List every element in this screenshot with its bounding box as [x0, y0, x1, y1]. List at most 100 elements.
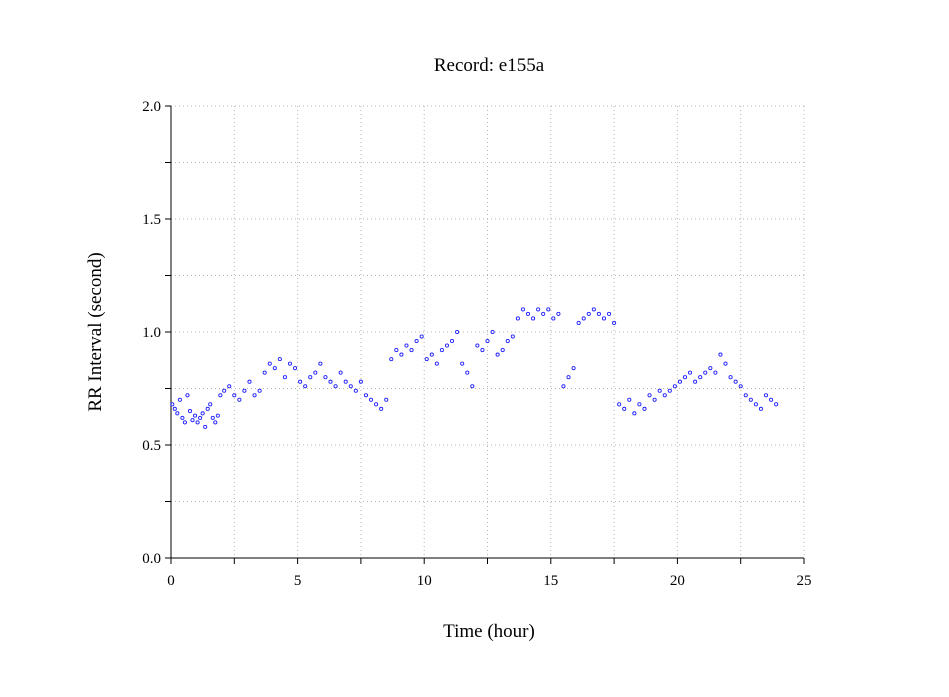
data-point	[389, 357, 394, 362]
data-point	[500, 348, 505, 353]
data-point	[758, 406, 764, 411]
data-point	[190, 418, 195, 423]
data-point	[774, 402, 779, 407]
data-point	[313, 370, 318, 375]
data-point	[450, 338, 455, 344]
data-point	[404, 343, 409, 348]
data-point	[531, 316, 536, 321]
data-point	[298, 379, 303, 384]
data-point	[485, 338, 490, 344]
data-point	[444, 343, 450, 348]
data-point	[218, 393, 223, 398]
data-point	[439, 348, 444, 353]
data-point	[465, 370, 470, 375]
data-point	[728, 375, 733, 380]
data-point	[247, 379, 252, 384]
data-point	[203, 424, 208, 429]
data-point	[601, 316, 607, 321]
data-point	[172, 406, 177, 411]
data-point	[303, 384, 308, 389]
x-tick-label: 25	[797, 573, 812, 589]
data-point	[399, 352, 404, 357]
data-point	[384, 397, 389, 402]
data-point	[596, 311, 601, 316]
data-point	[213, 420, 218, 425]
data-point	[182, 420, 187, 425]
data-point	[505, 338, 510, 344]
data-point	[591, 307, 596, 312]
data-point	[703, 370, 708, 375]
data-point	[536, 307, 541, 312]
data-point	[262, 370, 267, 375]
data-point	[185, 393, 190, 398]
data-point	[434, 361, 439, 366]
data-point	[617, 402, 622, 407]
data-point	[232, 393, 237, 398]
x-tick-label: 15	[543, 573, 558, 589]
data-point	[677, 379, 682, 384]
data-point	[763, 393, 769, 398]
data-point	[698, 375, 703, 380]
data-point	[394, 348, 399, 353]
data-point	[227, 384, 232, 389]
data-point	[318, 361, 323, 366]
data-point	[368, 397, 374, 402]
data-point	[358, 379, 363, 384]
data-point	[267, 361, 272, 366]
data-point	[237, 397, 242, 402]
data-point	[222, 388, 227, 393]
data-point	[328, 379, 333, 384]
data-point	[652, 397, 657, 402]
x-axis-label: Time (hour)	[443, 621, 535, 642]
data-point	[490, 329, 495, 335]
data-point	[723, 361, 728, 366]
data-point	[193, 413, 198, 418]
data-point	[551, 316, 556, 321]
data-point	[480, 348, 485, 353]
data-point	[379, 406, 384, 411]
data-point	[682, 375, 688, 380]
data-point	[272, 366, 277, 371]
chart-title: Record: e155a	[434, 55, 545, 76]
data-point	[718, 352, 723, 357]
data-point	[571, 366, 576, 371]
data-point	[308, 375, 313, 380]
data-point	[561, 384, 566, 389]
data-point	[195, 420, 200, 425]
data-point	[662, 393, 667, 398]
x-tick-label: 5	[294, 573, 302, 589]
data-point	[257, 388, 262, 393]
data-point	[753, 402, 758, 407]
y-tick-label: 1.0	[142, 325, 161, 341]
data-point	[688, 370, 693, 375]
data-point	[581, 316, 586, 321]
y-ticks: 0.0 0.5 1.0 1.5 2.0	[142, 99, 171, 567]
y-tick-label: 1.5	[142, 212, 161, 228]
data-point	[200, 411, 205, 416]
data-point	[672, 384, 677, 389]
data-point	[293, 366, 298, 371]
data-point	[419, 334, 424, 339]
data-point	[338, 370, 343, 375]
x-tick-label: 0	[167, 573, 175, 589]
y-tick-label: 2.0	[142, 99, 161, 115]
data-point	[606, 311, 612, 316]
data-point	[510, 334, 515, 339]
data-point	[546, 307, 551, 312]
data-point	[414, 338, 419, 344]
x-ticks: 0 5 10 15 20 25	[167, 558, 812, 589]
data-point	[242, 388, 247, 393]
data-point	[460, 361, 465, 366]
data-point	[713, 370, 718, 375]
data-point	[495, 352, 500, 357]
data-point	[177, 397, 182, 402]
data-point	[333, 384, 338, 389]
y-axis-label: RR Interval (second)	[85, 252, 106, 411]
data-point	[424, 357, 429, 362]
data-point	[470, 384, 475, 389]
data-point	[323, 375, 328, 380]
data-point	[208, 402, 213, 407]
data-point	[693, 379, 698, 384]
data-point	[748, 397, 753, 402]
